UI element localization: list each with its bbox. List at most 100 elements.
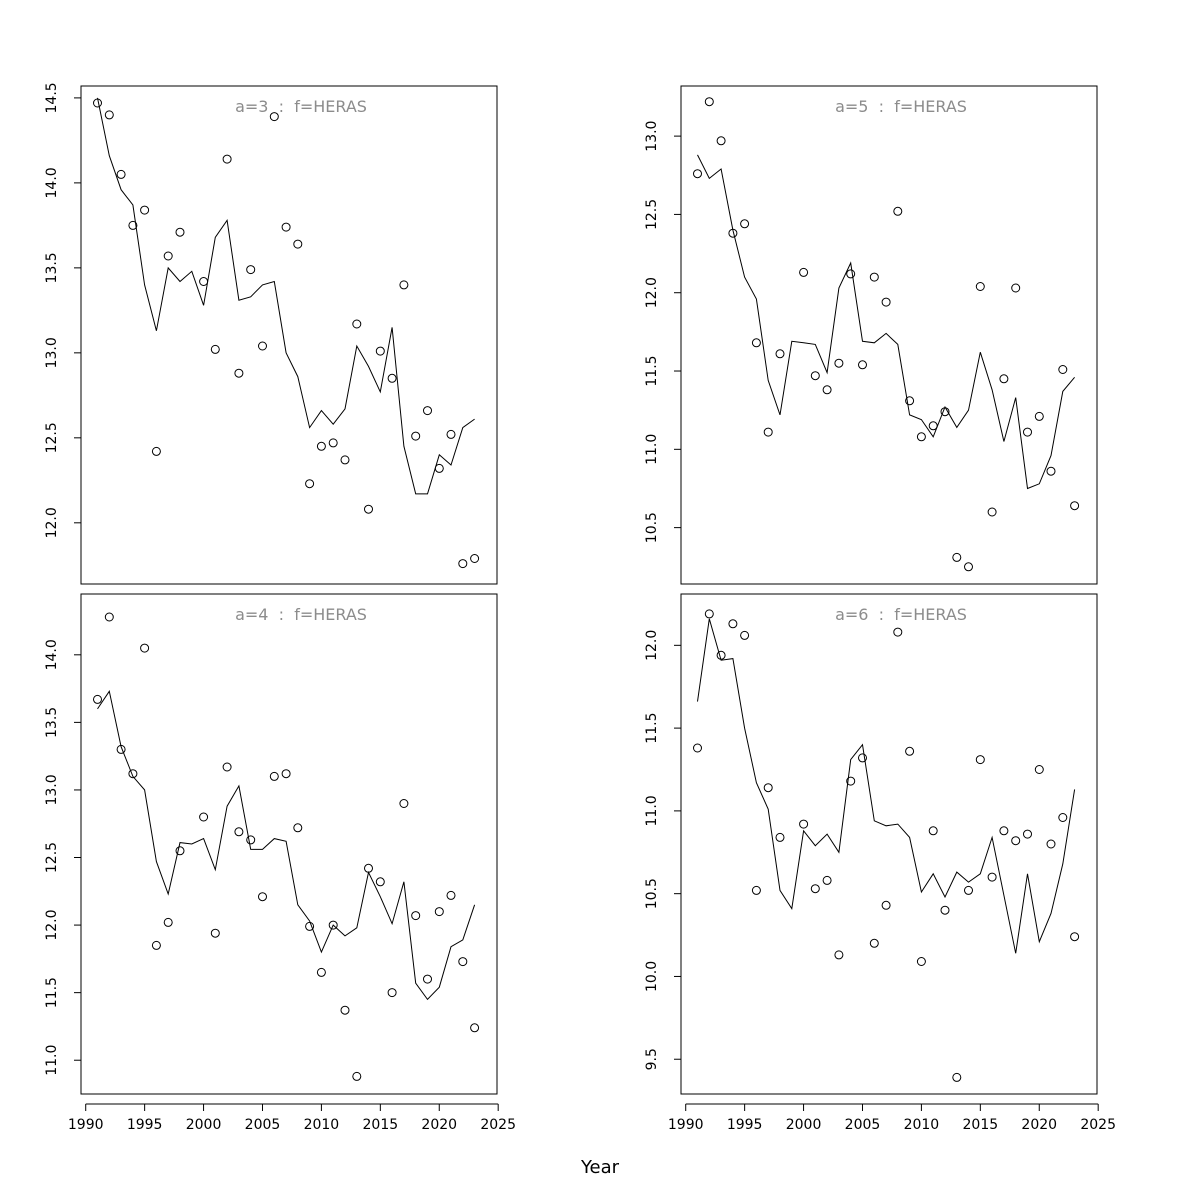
observed-point [1070,932,1080,942]
observed-point [740,630,750,640]
observed-point [1023,427,1032,437]
y-tick-label: 10.5 [644,512,660,543]
observed-point [1046,839,1056,849]
fitted-line [697,154,1075,490]
observed-point [893,627,903,637]
fitted-line [697,618,1076,954]
y-tick-label: 10.5 [644,878,660,909]
x-tick-label: 2025 [480,1117,516,1133]
panel-title: a=5 : f=HERAS [835,97,967,116]
observed-point [763,427,773,437]
x-tick-label: 2000 [186,1117,222,1133]
observed-point [905,746,915,756]
observed-point [940,905,950,915]
x-tick-label: 2025 [1080,1117,1116,1133]
panel-1: 12.0 12.5 13.0 13.5 14.0 14.5 a=3 : f=HERAS [44,82,498,585]
observed-point [375,346,385,356]
observed-point [810,884,820,894]
observed-point [1011,283,1021,293]
x-tick-label: 2020 [421,1117,457,1133]
observed-point [246,835,256,845]
observed-point [834,950,844,960]
y-tick-label: 11.5 [44,977,60,1008]
observed-point [775,349,785,359]
panel-title: a=6 : f=HERAS [835,605,967,624]
observed-point [222,154,232,164]
observed-point [446,890,456,900]
observed-point [140,205,150,215]
observed-point [293,239,303,249]
observed-point [858,753,867,763]
fitted-line [97,690,476,1001]
x-tick-label: 1995 [727,1117,763,1133]
observed-point [246,265,256,275]
observed-point [234,827,244,837]
observed-point [269,112,279,122]
x-tick-label: 1990 [68,1117,104,1133]
observed-point [1058,365,1068,374]
y-tick-label: 13.0 [44,774,60,805]
observed-point [775,832,785,842]
x-tick-label: 2015 [963,1117,999,1133]
observed-point [364,504,373,514]
observed-point [210,928,220,938]
observed-point [999,826,1009,836]
observed-point [305,479,315,489]
observed-point [423,406,432,416]
x-tick-label: 2000 [786,1117,822,1133]
plot-frame [680,593,1098,1095]
observed-point [1058,813,1068,822]
y-tick-label: 9.5 [644,1048,660,1070]
observed-point [916,432,926,442]
observed-point [964,885,973,895]
y-tick-label: 11.5 [644,713,660,744]
y-tick-label: 14.5 [44,82,60,113]
y-tick-label: 11.0 [644,795,660,826]
panel-title: a=3 : f=HERAS [235,97,367,116]
observed-point [328,920,338,930]
y-tick-label: 12.0 [644,277,660,308]
observed-point [799,819,809,829]
observed-point [704,97,714,107]
y-tick-label: 12.0 [44,909,60,940]
observed-point [281,769,291,779]
observed-point [810,371,820,381]
observed-point [869,938,879,948]
observed-point [446,429,456,439]
observed-point [116,169,126,179]
observed-point [140,643,150,653]
observed-point [740,219,750,229]
observed-point [316,441,326,451]
observed-point [846,269,856,279]
observed-point [93,694,102,704]
observed-point [975,282,985,291]
x-tick-label: 2015 [363,1117,399,1133]
observed-point [411,431,421,441]
observed-point [822,875,832,885]
observed-point [987,507,997,517]
observed-point [881,900,891,910]
observed-point [1034,411,1044,421]
x-tick-label: 2010 [904,1117,940,1133]
observed-point [316,967,326,977]
observed-point [258,341,267,351]
observed-point [1034,765,1044,774]
observed-point [340,455,350,465]
observed-point [751,338,761,348]
y-tick-label: 12.5 [644,199,660,230]
observed-point [822,385,832,395]
y-tick-label: 13.0 [44,337,60,368]
observed-point [458,957,468,967]
observed-point [1023,829,1032,839]
observed-point [163,917,173,927]
y-tick-label: 11.0 [644,434,660,465]
observed-point [293,823,303,833]
y-tick-label: 14.0 [44,167,60,198]
panel-4: 9.5 10.0 10.5 11.0 11.5 12.0 1990 1995 2000 2005 2… [644,593,1116,1133]
observed-point [399,799,409,808]
observed-point [834,358,844,368]
observed-point [858,360,867,370]
observed-point [928,826,938,836]
observed-point [387,988,397,998]
